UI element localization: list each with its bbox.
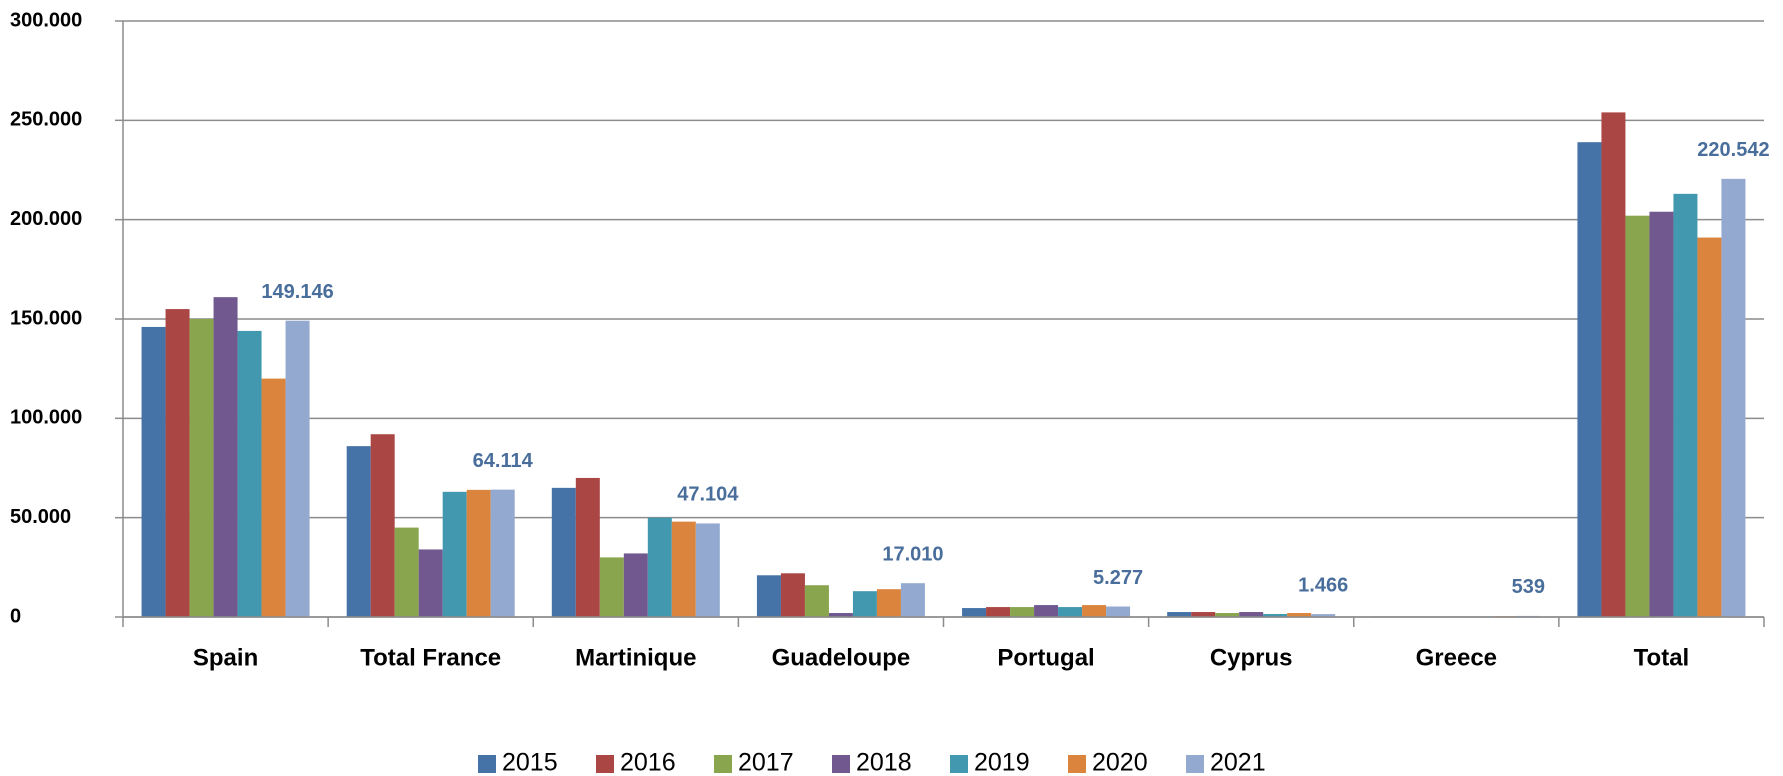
bar	[623, 553, 648, 617]
y-tick-label: 100.000	[10, 407, 82, 429]
legend-swatch	[714, 755, 732, 773]
bar	[575, 477, 600, 617]
legend-swatch	[596, 755, 614, 773]
data-label: 220.542	[1697, 139, 1769, 161]
x-tick-label: Martinique	[575, 644, 696, 671]
bar	[986, 607, 1011, 617]
bar	[695, 523, 720, 617]
bar	[346, 446, 371, 617]
bar	[671, 521, 696, 617]
x-tick-label: Portugal	[997, 644, 1094, 671]
x-tick-label: Spain	[193, 644, 258, 671]
bar	[551, 487, 576, 617]
bar	[647, 517, 672, 617]
bar	[370, 434, 395, 617]
bar	[237, 330, 262, 617]
bar	[828, 613, 853, 617]
bar	[1167, 612, 1192, 617]
bar	[261, 378, 286, 617]
bar	[780, 573, 805, 617]
bar	[285, 320, 310, 617]
bar	[442, 491, 467, 617]
bar	[141, 326, 166, 617]
bar	[165, 309, 190, 617]
data-label: 539	[1512, 576, 1545, 598]
bar	[1034, 605, 1059, 617]
bar	[189, 319, 214, 617]
bar	[1625, 215, 1650, 617]
bar	[1721, 178, 1746, 617]
bar	[490, 489, 515, 617]
data-label: 1.466	[1298, 574, 1348, 596]
legend-swatch	[832, 755, 850, 773]
bar	[1577, 142, 1602, 618]
data-label: 17.010	[882, 543, 943, 565]
y-tick-label: 200.000	[10, 208, 82, 230]
bar	[213, 297, 238, 617]
bar	[1649, 211, 1674, 617]
bar	[1106, 606, 1131, 617]
bar	[1191, 612, 1216, 617]
x-tick-label: Total France	[360, 644, 501, 671]
bar	[1697, 237, 1722, 617]
y-tick-label: 150.000	[10, 307, 82, 329]
legend-label: 2019	[974, 749, 1030, 776]
bar	[1215, 613, 1240, 617]
bar	[1287, 613, 1312, 617]
bar	[1673, 193, 1698, 617]
bar	[599, 557, 624, 617]
data-label: 5.277	[1093, 567, 1143, 589]
legend-label: 2021	[1210, 749, 1266, 776]
legend-label: 2018	[856, 749, 912, 776]
bar	[466, 489, 491, 617]
y-tick-label: 0	[10, 605, 21, 627]
data-label: 64.114	[473, 450, 534, 472]
y-tick-label: 250.000	[10, 109, 82, 131]
bar	[962, 608, 987, 617]
legend-swatch	[950, 755, 968, 773]
legend-swatch	[1186, 755, 1204, 773]
bar	[394, 527, 419, 617]
legend-label: 2015	[502, 749, 558, 776]
x-tick-label: Greece	[1416, 644, 1497, 671]
legend-label: 2017	[738, 749, 794, 776]
bar	[418, 549, 443, 617]
legend-swatch	[478, 755, 496, 773]
bar	[1058, 607, 1083, 617]
y-tick-label: 300.000	[10, 9, 82, 31]
bar	[876, 589, 901, 617]
bar	[1010, 607, 1035, 617]
x-tick-label: Total	[1634, 644, 1690, 671]
bar	[1239, 612, 1264, 617]
bar	[900, 583, 925, 617]
y-tick-label: 50.000	[10, 506, 71, 528]
x-tick-label: Cyprus	[1210, 644, 1293, 671]
bar	[1601, 112, 1626, 618]
bar	[1082, 605, 1107, 617]
bar	[756, 575, 781, 617]
legend-label: 2016	[620, 749, 676, 776]
legend-label: 2020	[1092, 749, 1148, 776]
bar	[1263, 614, 1288, 617]
bar	[804, 585, 829, 617]
data-label: 47.104	[677, 484, 739, 506]
bar	[852, 591, 877, 617]
x-tick-label: Guadeloupe	[772, 644, 911, 671]
data-label: 149.146	[261, 281, 333, 303]
bar	[1311, 614, 1336, 617]
legend-swatch	[1068, 755, 1086, 773]
